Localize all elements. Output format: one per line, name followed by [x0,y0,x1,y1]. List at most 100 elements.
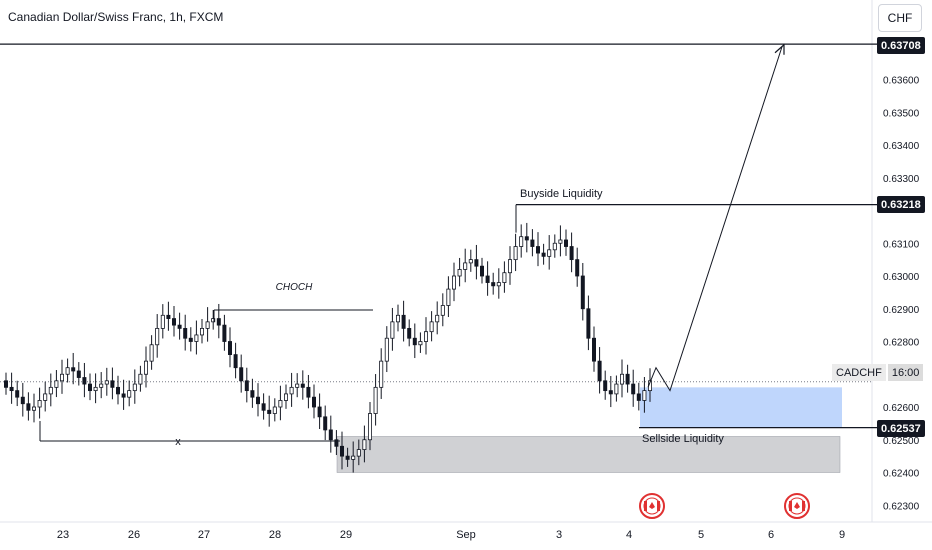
candle-body [491,282,496,287]
y-tick-label: 0.62900 [883,305,920,316]
candle-body [48,386,53,395]
candle-body [261,403,266,411]
currency-button[interactable]: CHF [878,4,922,32]
x-tick-label: 27 [198,529,210,541]
canada-flag-leaf [649,502,655,509]
chart-title: Canadian Dollar/Swiss Franc, 1h, FXCM [8,10,224,24]
x-tick-label: 4 [626,529,632,541]
candle-body [395,314,400,323]
price-tag-sellside: 0.62537 [877,420,925,437]
candle-body [614,383,619,395]
candle-body [580,275,585,310]
candle-body [323,416,328,431]
candle-body [211,318,216,323]
candle-body [149,344,154,362]
candle-body [564,239,569,247]
target-zone [640,387,842,428]
candle-body [306,386,311,398]
candle-body [65,367,70,375]
candle-body [43,393,48,401]
x-tick-label: 6 [768,529,774,541]
candle-body [334,439,339,447]
candle-body [592,337,597,362]
x-tick-label: 23 [57,529,69,541]
candle-body [295,383,300,388]
candle-body [642,390,647,401]
candle-body [575,259,580,277]
candle-body [547,249,552,257]
candle-body [250,390,255,398]
candle-body [283,393,288,401]
candle-body [15,390,20,398]
candle-body [132,383,137,392]
y-tick-label: 0.63000 [883,272,920,283]
x-tick-label: 29 [340,529,352,541]
candle-body [440,305,445,316]
candle-body [272,406,277,414]
y-tick-label: 0.63100 [883,239,920,250]
candle-body [289,386,294,395]
candle-body [205,321,210,329]
candle-body [479,265,484,277]
canada-flag-right-bar [657,501,660,511]
candle-body [244,380,249,392]
candle-body [199,327,204,336]
time-label: 16:00 [887,364,924,381]
candle-body [9,386,14,392]
candle-body [625,373,630,385]
candle-body [216,318,221,326]
candle-body [255,396,260,405]
y-tick-label: 0.62800 [883,338,920,349]
y-tick-label: 0.62600 [883,403,920,414]
candle-body [519,236,524,247]
candle-body [177,324,182,329]
candle-body [418,341,423,346]
candle-body [143,360,148,375]
x-tick-label: 3 [556,529,562,541]
sellside-label: Sellside Liquidity [642,433,724,445]
candle-body [636,393,641,401]
choch-label: CHOCH [276,282,313,293]
candle-body [93,386,98,392]
candle-body [60,373,65,382]
projection-path [647,46,783,392]
candle-body [339,445,344,457]
projection-arrowhead [774,43,785,55]
symbol-badge: CADCHF 16:00 [832,364,924,381]
candle-body [171,318,176,326]
candle-body [4,380,9,388]
y-tick-label: 0.62300 [883,501,920,512]
candle-body [401,314,406,329]
candle-body [82,377,87,385]
candle-body [328,429,333,441]
x-tick-label: 28 [269,529,281,541]
candle-body [362,439,367,450]
candle-body [412,337,417,346]
candle-body [468,259,473,264]
candle-body [558,239,563,244]
candle-body [390,321,395,339]
candle-body [183,327,188,339]
candle-body [446,288,451,306]
candle-body [463,262,468,270]
candle-body [513,246,518,261]
candle-body [116,386,121,395]
candle-body [356,449,361,457]
candle-body [188,337,193,342]
candle-body [569,246,574,261]
canada-flag-left-bar [789,501,792,511]
candle-body [155,327,160,346]
candle-body [552,242,557,251]
candle-body [267,409,272,414]
candle-body [317,406,322,418]
price-tag-buyside: 0.63218 [877,196,925,213]
candle-body [435,314,440,323]
candle-body [222,324,227,342]
candle-body [121,393,126,398]
candle-body [54,380,59,388]
candle-body [407,327,412,339]
x-tick-label: 5 [698,529,704,541]
candle-body [429,321,434,333]
